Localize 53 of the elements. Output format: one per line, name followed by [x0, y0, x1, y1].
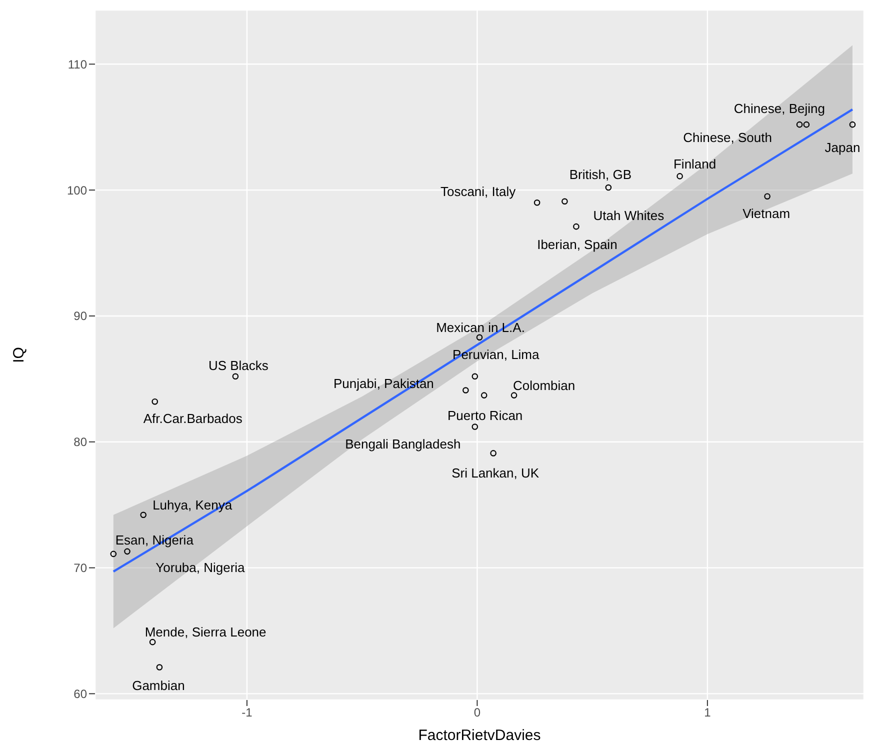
x-axis-title: FactorRietvDavies [418, 727, 541, 742]
point [472, 424, 478, 430]
x-tick-label: -1 [242, 706, 253, 720]
annotation: Mende, Sierra Leone [144, 624, 266, 640]
point [573, 223, 580, 230]
point [149, 638, 156, 646]
annotation: Colombian [512, 378, 576, 393]
point [676, 173, 683, 180]
annotation: British, GB [569, 167, 632, 182]
point [462, 387, 469, 394]
point [796, 121, 803, 128]
point [472, 373, 478, 380]
annotation: Mexican in L.A. [436, 320, 525, 335]
annotation: Japan [824, 140, 860, 156]
y-tick-label: 60 [74, 686, 88, 701]
annotation: Chinese, Bejing [734, 101, 825, 116]
point [764, 193, 770, 200]
annotation: Gambian [132, 678, 185, 693]
point [534, 199, 540, 206]
annotation: Vietnam [742, 206, 790, 221]
annotation: Puerto Rican [448, 408, 523, 423]
annotation: Afr.Car.Barbados [143, 411, 243, 426]
point [232, 373, 239, 380]
annotation: US Blacks [208, 358, 269, 373]
annotation: Utah Whites [593, 208, 665, 223]
point [476, 334, 483, 341]
annotation: Yoruba, Nigeria [156, 560, 246, 575]
annotation: Bengali Bangladesh [345, 436, 461, 452]
point [803, 121, 810, 128]
annotation: Toscani, Italy [440, 184, 516, 200]
point [562, 198, 568, 205]
point [140, 512, 146, 518]
y-tick-label: 100 [66, 183, 88, 198]
point [849, 121, 856, 128]
point [124, 548, 130, 555]
y-tick-label: 90 [74, 309, 88, 324]
point [152, 398, 158, 405]
y-axis-title: IQ [10, 347, 28, 363]
annotation: Finland [673, 156, 716, 172]
annotation: Iberian, Spain [537, 237, 618, 252]
x-tick-label: 1 [704, 706, 712, 720]
point [510, 392, 518, 398]
annotation: Chinese, South [683, 130, 772, 146]
point [480, 392, 488, 398]
x-tick-label: 0 [474, 706, 481, 720]
y-tick-label: 110 [68, 57, 88, 72]
point [156, 664, 163, 670]
point [605, 184, 612, 191]
annotation: Sri Lankan, UK [452, 466, 540, 481]
point [110, 550, 117, 558]
point [490, 450, 496, 456]
y-tick-label: 80 [74, 435, 88, 450]
y-tick-label: 70 [74, 561, 88, 576]
